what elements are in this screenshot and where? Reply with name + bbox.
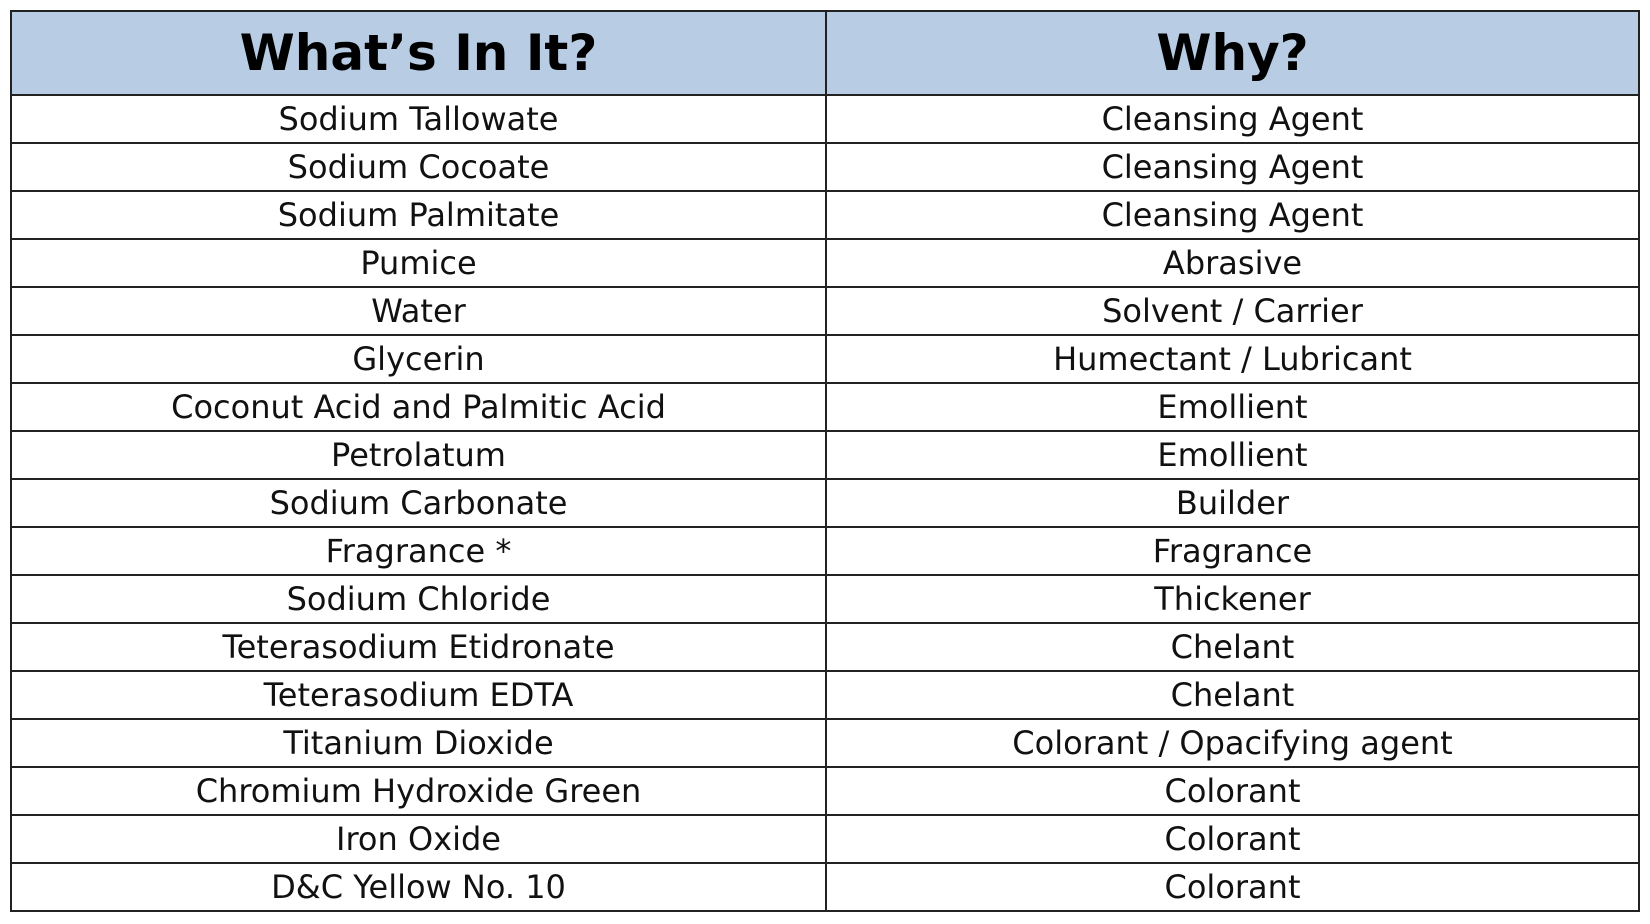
ingredient-cell: Sodium Chloride (10, 574, 827, 624)
purpose-cell: Emollient (825, 430, 1640, 480)
purpose-cell: Humectant / Lubricant (825, 334, 1640, 384)
header-ingredient: What’s In It? (10, 10, 827, 96)
table-row: Iron Oxide Colorant (10, 814, 1640, 864)
purpose-cell: Cleansing Agent (825, 190, 1640, 240)
purpose-cell: Emollient (825, 382, 1640, 432)
header-row: What’s In It? Why? (10, 10, 1640, 96)
ingredient-cell: Sodium Tallowate (10, 94, 827, 144)
purpose-cell: Cleansing Agent (825, 142, 1640, 192)
ingredient-cell: Coconut Acid and Palmitic Acid (10, 382, 827, 432)
purpose-cell: Abrasive (825, 238, 1640, 288)
table-row: Glycerin Humectant / Lubricant (10, 334, 1640, 384)
table-row: Teterasodium Etidronate Chelant (10, 622, 1640, 672)
ingredient-cell: Iron Oxide (10, 814, 827, 864)
table-row: Sodium Cocoate Cleansing Agent (10, 142, 1640, 192)
purpose-cell: Builder (825, 478, 1640, 528)
ingredient-cell: Sodium Carbonate (10, 478, 827, 528)
ingredient-cell: Sodium Palmitate (10, 190, 827, 240)
ingredient-cell: Pumice (10, 238, 827, 288)
purpose-cell: Chelant (825, 622, 1640, 672)
table-row: Pumice Abrasive (10, 238, 1640, 288)
ingredient-cell: Water (10, 286, 827, 336)
header-purpose: Why? (825, 10, 1640, 96)
purpose-cell: Solvent / Carrier (825, 286, 1640, 336)
ingredient-cell: Teterasodium Etidronate (10, 622, 827, 672)
table-row: Teterasodium EDTA Chelant (10, 670, 1640, 720)
ingredient-cell: D&C Yellow No. 10 (10, 862, 827, 912)
purpose-cell: Cleansing Agent (825, 94, 1640, 144)
purpose-cell: Fragrance (825, 526, 1640, 576)
table-row: Chromium Hydroxide Green Colorant (10, 766, 1640, 816)
table-row: Sodium Tallowate Cleansing Agent (10, 94, 1640, 144)
purpose-cell: Colorant (825, 862, 1640, 912)
purpose-cell: Colorant (825, 814, 1640, 864)
purpose-cell: Thickener (825, 574, 1640, 624)
table-row: Sodium Chloride Thickener (10, 574, 1640, 624)
table-row: Sodium Carbonate Builder (10, 478, 1640, 528)
ingredient-cell: Petrolatum (10, 430, 827, 480)
table-row: Titanium Dioxide Colorant / Opacifying ag… (10, 718, 1640, 768)
table-row: Fragrance * Fragrance (10, 526, 1640, 576)
ingredient-cell: Teterasodium EDTA (10, 670, 827, 720)
purpose-cell: Chelant (825, 670, 1640, 720)
purpose-cell: Colorant (825, 766, 1640, 816)
purpose-cell: Colorant / Opacifying agent (825, 718, 1640, 768)
ingredient-cell: Chromium Hydroxide Green (10, 766, 827, 816)
ingredient-cell: Titanium Dioxide (10, 718, 827, 768)
table-row: D&C Yellow No. 10 Colorant (10, 862, 1640, 912)
ingredients-table: What’s In It? Why? Sodium Tallowate Clean… (10, 10, 1640, 912)
ingredient-cell: Fragrance * (10, 526, 827, 576)
table-row: Water Solvent / Carrier (10, 286, 1640, 336)
table-row: Coconut Acid and Palmitic Acid Emollient (10, 382, 1640, 432)
ingredient-cell: Glycerin (10, 334, 827, 384)
table-row: Sodium Palmitate Cleansing Agent (10, 190, 1640, 240)
table-row: Petrolatum Emollient (10, 430, 1640, 480)
ingredient-cell: Sodium Cocoate (10, 142, 827, 192)
